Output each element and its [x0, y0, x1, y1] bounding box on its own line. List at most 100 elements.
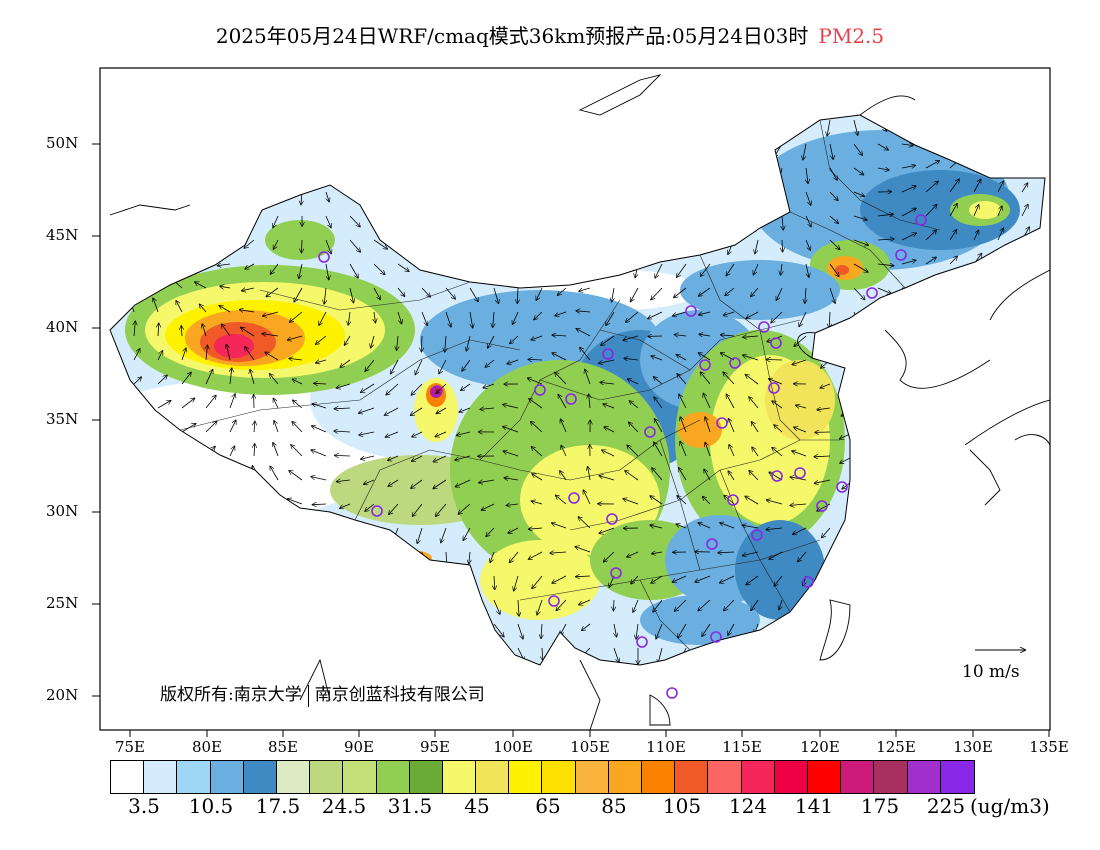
- wind-arrow-icon: [290, 311, 303, 322]
- wind-arrow-icon: [676, 355, 687, 361]
- lat-label: 30N: [46, 502, 79, 520]
- colorbar-swatch: [442, 761, 477, 793]
- wind-arrow-icon: [445, 311, 451, 327]
- station-circle-icon: [602, 348, 614, 360]
- wind-arrow-icon: [349, 263, 358, 278]
- wind-arrow-icon: [636, 623, 638, 639]
- wind-arrow-icon: [436, 407, 447, 414]
- wind-arrow-icon: [415, 359, 423, 375]
- wind-arrow-icon: [675, 599, 687, 611]
- wind-arrow-icon: [412, 431, 423, 437]
- wind-arrow-icon: [772, 401, 783, 409]
- wind-arrow-icon: [729, 445, 735, 457]
- wind-arrow-icon: [529, 399, 543, 409]
- wind-arrow-icon: [677, 496, 687, 505]
- station-circle-icon: [534, 384, 546, 396]
- wind-arrow-icon: [529, 528, 543, 529]
- credit-separator: [307, 684, 309, 707]
- wind-arrow-icon: [439, 359, 447, 374]
- colorbar-swatch: [940, 761, 974, 793]
- copyright-credit: 版权所有:南京大学 南京创蓝科技有限公司: [160, 680, 485, 707]
- wind-arrow-icon: [613, 599, 614, 611]
- station-circle-icon: [699, 359, 711, 371]
- wind-arrow-icon: [480, 408, 495, 409]
- wind-scale-label: 10 m/s: [962, 662, 1020, 682]
- wind-arrow-icon: [743, 336, 759, 337]
- wind-arrow-icon: [677, 263, 687, 277]
- wind-arrow-icon: [742, 525, 759, 529]
- wind-arrow-icon: [749, 471, 759, 481]
- lat-label: 35N: [46, 410, 79, 428]
- station-circle-icon: [716, 417, 728, 429]
- wind-arrow-icon: [614, 623, 617, 637]
- wind-arrow-icon: [542, 647, 543, 660]
- wind-arrow-icon: [606, 311, 615, 325]
- wind-arrow-icon: [244, 239, 255, 248]
- station-circle-icon: [768, 382, 780, 394]
- wind-arrow-icon: [459, 407, 471, 412]
- colorbar-label: 24.5: [321, 794, 367, 818]
- wind-arrow-icon: [458, 503, 471, 514]
- wind-arrow-icon: [720, 575, 735, 583]
- lon-label: 80E: [191, 738, 223, 756]
- wind-arrow-icon: [157, 401, 171, 409]
- lat-label: 20N: [46, 686, 79, 704]
- colorbar-label: 31.5: [387, 794, 433, 818]
- wind-arrow-icon: [829, 239, 840, 249]
- wind-arrow-icon: [973, 231, 979, 241]
- wind-arrow-icon: [262, 334, 279, 336]
- colorbar-label: 225: [926, 794, 966, 818]
- colorbar-swatch: [343, 761, 377, 793]
- wind-arrow-icon: [463, 527, 471, 540]
- wind-arrow-icon: [703, 394, 711, 409]
- wind-arrow-icon: [206, 346, 207, 361]
- wind-arrow-icon: [629, 422, 639, 433]
- colorbar-swatch: [608, 761, 642, 793]
- wind-arrow-icon: [582, 623, 591, 630]
- wind-arrow-icon: [436, 503, 447, 516]
- wind-arrow-icon: [805, 215, 811, 227]
- wind-arrow-icon: [604, 551, 615, 562]
- wind-arrow-icon: [585, 370, 591, 385]
- lon-label: 90E: [343, 738, 375, 756]
- wind-arrow-icon: [772, 448, 783, 457]
- wind-arrow-icon: [541, 623, 542, 638]
- wind-arrow-icon: [820, 383, 831, 388]
- wind-arrow-icon: [626, 311, 639, 322]
- colorbar-label: 17.5: [255, 794, 301, 818]
- wind-arrow-icon: [949, 179, 959, 193]
- wind-arrow-icon: [292, 422, 303, 433]
- wind-arrow-icon: [456, 479, 471, 487]
- wind-arrow-icon: [724, 311, 735, 315]
- wind-arrow-icon: [822, 527, 831, 538]
- wind-arrow-icon: [157, 351, 163, 361]
- wind-arrow-icon: [531, 501, 543, 504]
- wind-arrow-icon: [552, 575, 567, 583]
- wind-arrow-icon: [698, 599, 711, 611]
- wind-arrow-icon: [654, 397, 663, 409]
- wind-arrow-icon: [507, 504, 519, 505]
- wind-arrow-icon: [445, 287, 455, 299]
- wind-arrow-icon: [803, 143, 807, 160]
- colorbar-swatch: [542, 761, 576, 793]
- colorbar-label: 3.5: [128, 794, 160, 818]
- wind-arrow-icon: [746, 311, 759, 318]
- wind-arrow-icon: [222, 324, 231, 337]
- station-circle-icon: [568, 492, 580, 504]
- colorbar-swatch: [575, 761, 609, 793]
- wind-arrow-icon: [558, 395, 567, 409]
- wind-arrow-icon: [815, 479, 831, 483]
- wind-arrow-icon: [483, 383, 495, 388]
- colorbar-swatch: [907, 761, 941, 793]
- wind-arrow-icon: [745, 496, 759, 505]
- wind-arrow-icon: [704, 469, 711, 481]
- wind-arrow-icon: [724, 599, 735, 611]
- wind-arrow-icon: [698, 523, 711, 529]
- wind-arrow-icon: [205, 370, 213, 385]
- wind-arrow-icon: [997, 228, 1003, 241]
- wind-arrow-icon: [385, 407, 399, 415]
- wind-arrow-icon: [829, 191, 838, 200]
- wind-arrow-icon: [724, 496, 735, 505]
- credit-university: 版权所有:南京大学: [160, 685, 302, 705]
- wind-arrow-icon: [751, 287, 759, 296]
